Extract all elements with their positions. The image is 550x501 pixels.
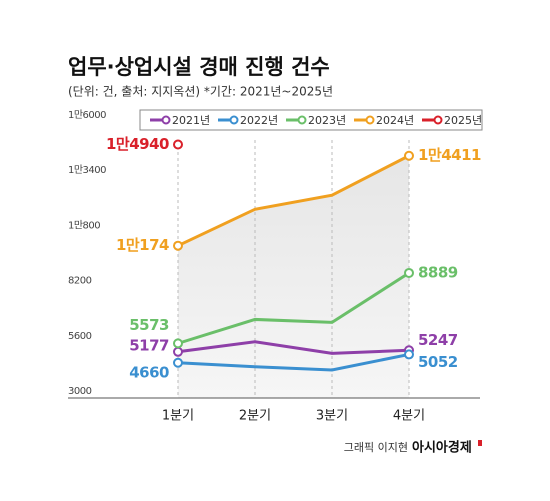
value-label: 1만174 — [116, 236, 169, 254]
value-label: 5052 — [418, 353, 458, 371]
series-line — [177, 340, 410, 355]
legend-marker — [161, 115, 171, 125]
point — [173, 357, 183, 368]
value-label: 1만4411 — [418, 146, 481, 164]
point — [404, 349, 414, 360]
value-label: 5177 — [129, 336, 169, 354]
legend-marker — [229, 115, 239, 125]
point — [404, 267, 414, 278]
x-tick-label: 1분기 — [162, 409, 194, 424]
area — [178, 155, 409, 398]
chart-title: 업무·상업시설 경매 진행 건수 — [68, 55, 330, 79]
x-tick-label: 2분기 — [239, 409, 271, 424]
legend-label: 2023년 — [308, 114, 346, 127]
point — [404, 150, 414, 161]
legend-marker — [297, 115, 307, 125]
legend-marker — [365, 115, 375, 125]
y-tick-label: 1만6000 — [68, 109, 106, 121]
point — [173, 139, 183, 150]
logo-mark — [478, 440, 482, 446]
y-tick-label: 1만3400 — [68, 164, 106, 176]
legend-label: 2021년 — [172, 114, 210, 127]
value-label: 5247 — [418, 331, 458, 349]
legend-label: 2025년 — [444, 114, 482, 127]
series-line — [177, 271, 410, 345]
legend-marker — [433, 115, 443, 125]
value-label: 5573 — [129, 316, 169, 334]
point — [173, 338, 183, 349]
series-line — [177, 154, 410, 248]
source: 그래픽 이지현 — [344, 441, 408, 454]
y-tick-label: 1만800 — [68, 219, 100, 231]
x-tick-label: 3분기 — [316, 409, 348, 424]
value-label: 1만4940 — [106, 135, 169, 153]
y-tick-label: 8200 — [68, 276, 92, 287]
legend-label: 2024년 — [376, 114, 414, 127]
point — [173, 240, 183, 251]
series-line — [177, 352, 410, 372]
y-tick-label: 5600 — [68, 331, 92, 342]
legend-label: 2022년 — [240, 114, 278, 127]
x-tick-label: 4분기 — [393, 409, 425, 424]
value-label: 8889 — [418, 263, 458, 281]
legend-box — [139, 109, 483, 131]
y-tick-label: 3000 — [68, 386, 92, 397]
point — [173, 346, 183, 357]
value-label: 4660 — [129, 363, 169, 381]
chart-subtitle: (단위: 건, 출처: 지지옥션) *기간: 2021년~2025년 — [68, 85, 333, 99]
logo: 아시아경제 — [412, 440, 472, 456]
